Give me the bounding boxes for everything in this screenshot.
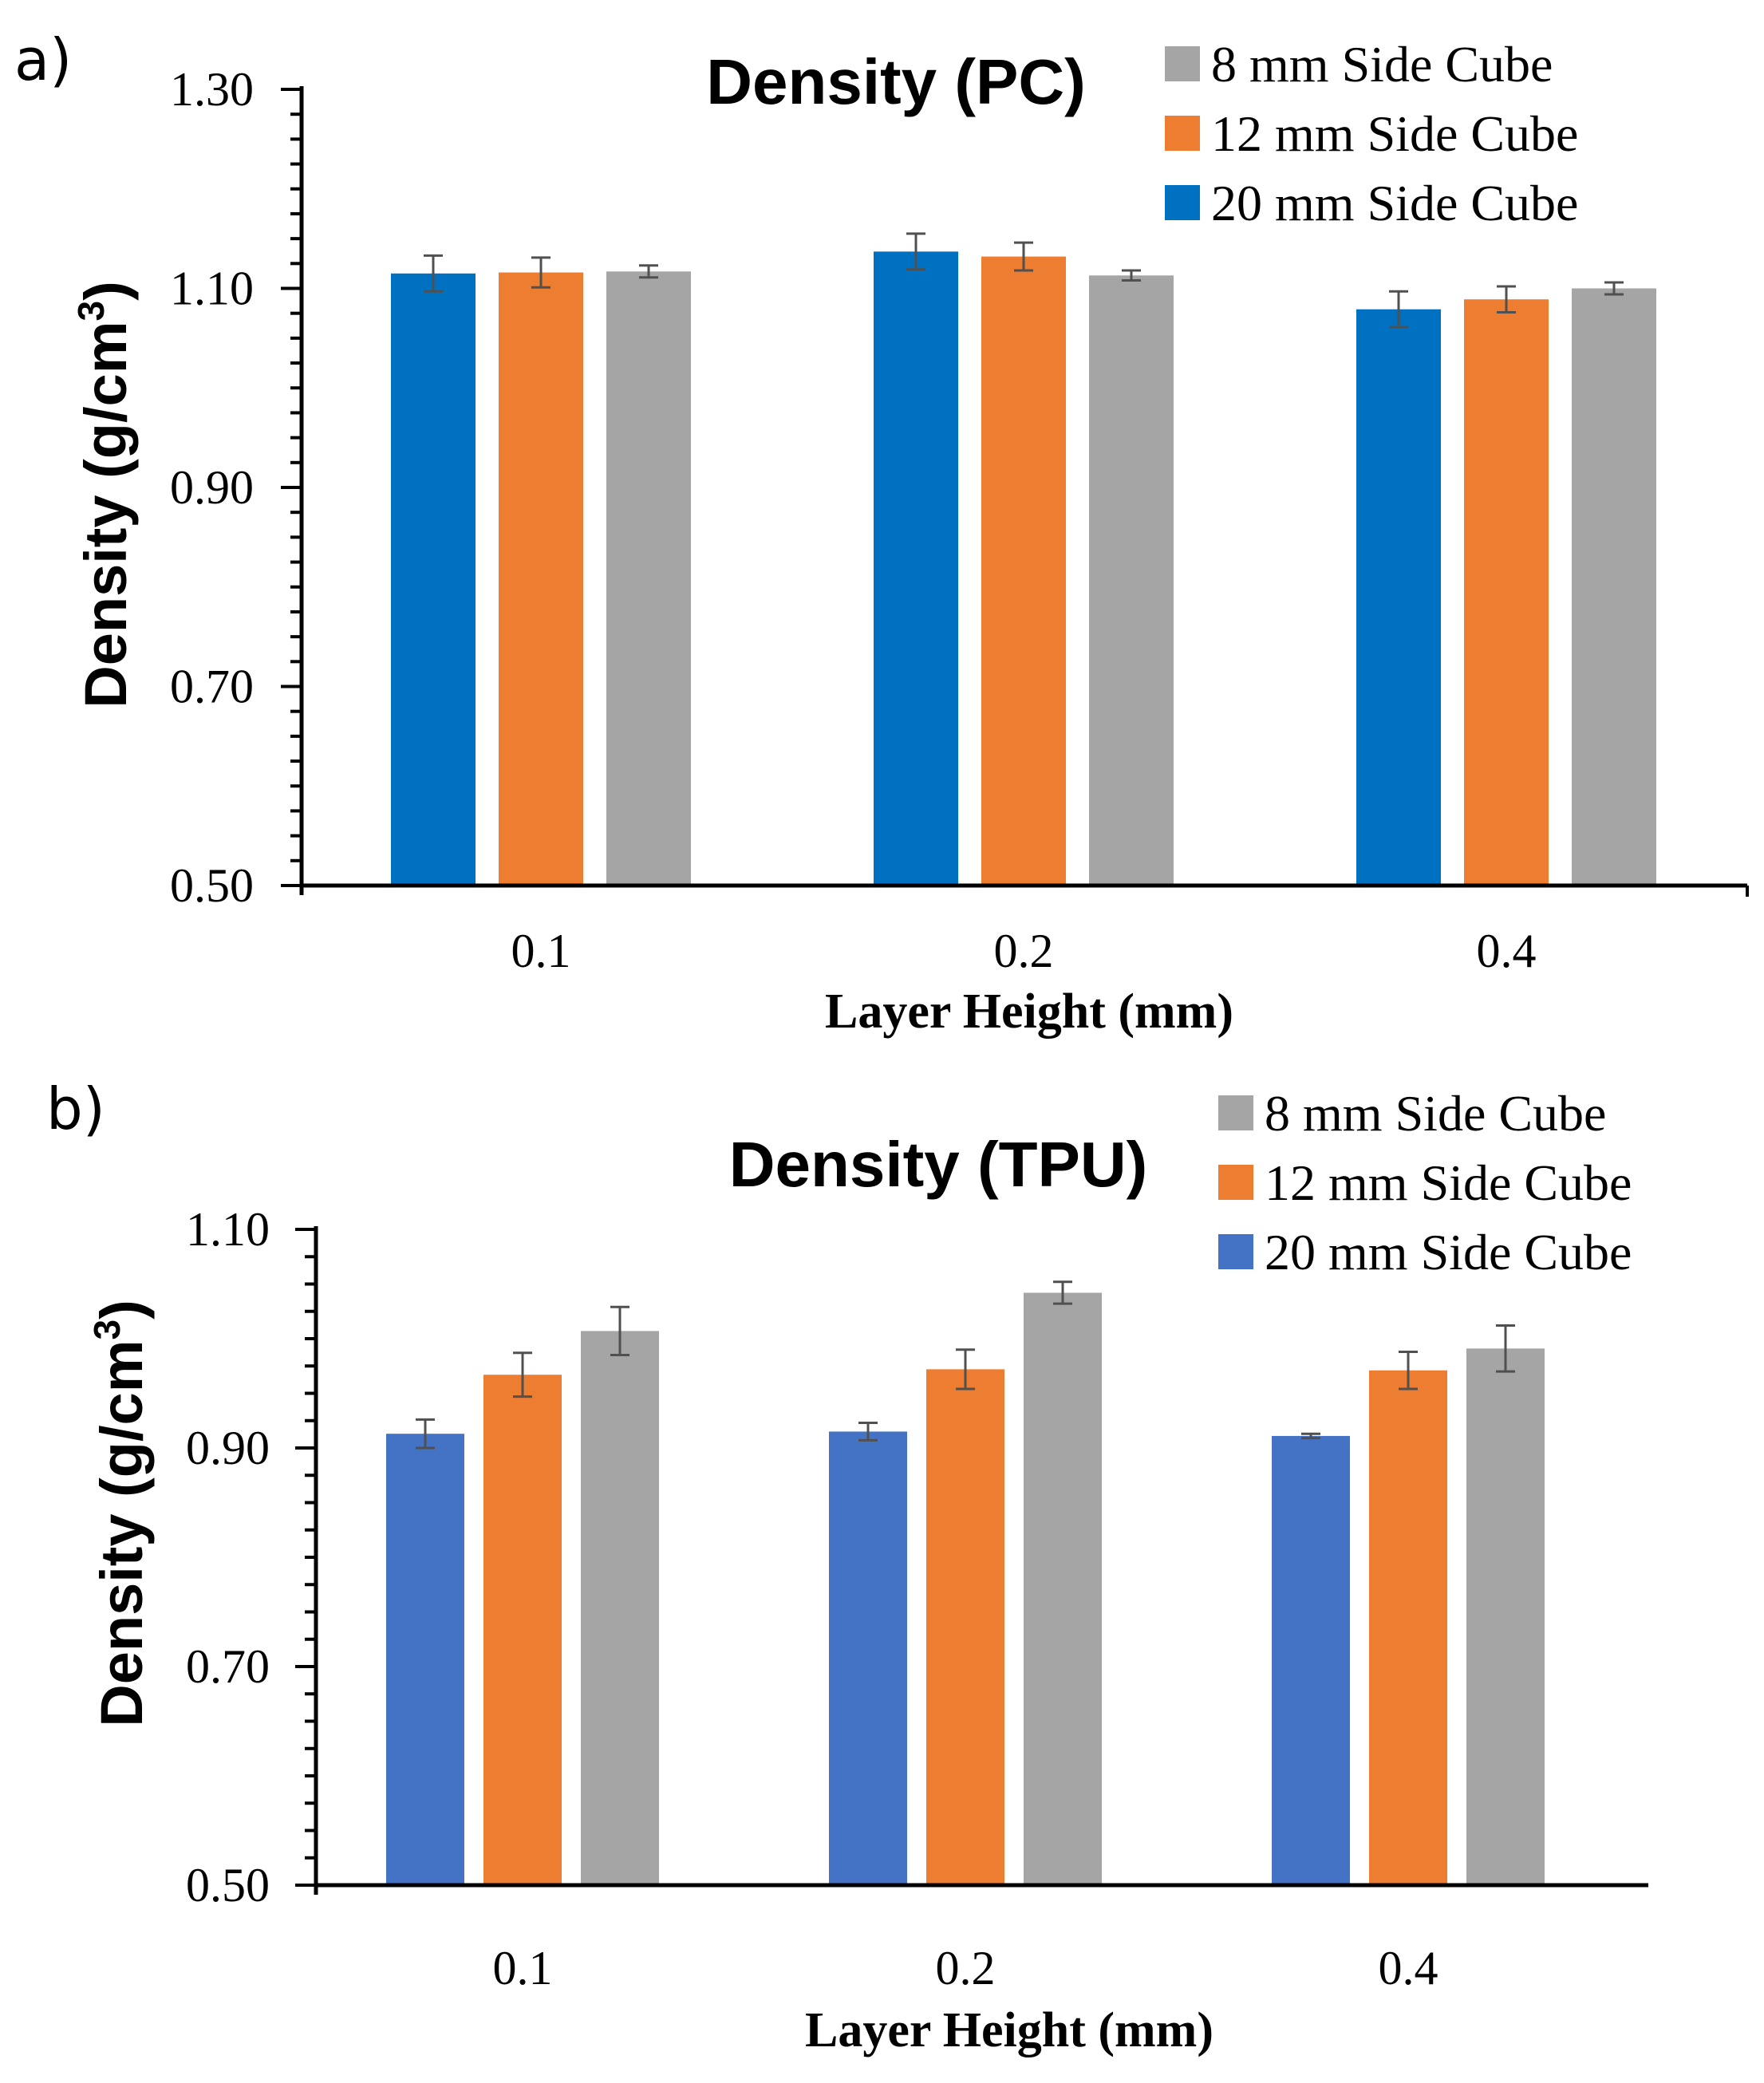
legend-swatch bbox=[1165, 185, 1200, 220]
x-categories-tpu: 0.1 0.2 0.4 bbox=[493, 1942, 1438, 1994]
bar-tpu-12mm-0.2 bbox=[926, 1369, 1004, 1885]
legend-swatch bbox=[1165, 116, 1200, 151]
bar-pc-12mm-0.4 bbox=[1464, 299, 1549, 886]
panel-label-b: b) bbox=[46, 1075, 105, 1142]
bar-pc-8mm-0.1 bbox=[606, 271, 691, 886]
bar-pc-20mm-0.4 bbox=[1356, 309, 1441, 886]
x-category-label: 0.4 bbox=[1379, 1942, 1438, 1994]
error-bar-pc-20mm-0.2 bbox=[906, 232, 925, 271]
bar-tpu-12mm-0.1 bbox=[483, 1375, 562, 1885]
y-tick-label: 0.50 bbox=[170, 859, 254, 912]
error-bar-pc-8mm-0.2 bbox=[1122, 269, 1141, 282]
legend-entry: 8 mm Side Cube bbox=[1265, 1085, 1606, 1142]
error-bar-tpu-12mm-0.1 bbox=[513, 1351, 532, 1399]
y-ticks-tpu: 0.50 0.70 0.90 1.10 bbox=[186, 1203, 316, 1911]
error-bars-tpu bbox=[416, 1280, 1515, 1450]
error-bar-pc-20mm-0.1 bbox=[424, 254, 443, 293]
error-bar-tpu-12mm-0.2 bbox=[956, 1348, 975, 1391]
error-bar-pc-8mm-0.4 bbox=[1604, 281, 1624, 296]
bar-pc-12mm-0.2 bbox=[981, 256, 1066, 886]
x-category-label: 0.1 bbox=[511, 925, 571, 977]
legend-entry: 20 mm Side Cube bbox=[1211, 175, 1578, 231]
chart-title-tpu: Density (TPU) bbox=[729, 1129, 1148, 1200]
y-tick-label: 1.30 bbox=[170, 63, 254, 116]
error-bar-tpu-12mm-0.4 bbox=[1399, 1350, 1418, 1391]
bars-tpu bbox=[386, 1292, 1545, 1885]
error-bar-tpu-20mm-0.1 bbox=[416, 1418, 435, 1450]
bar-tpu-12mm-0.4 bbox=[1369, 1370, 1447, 1885]
x-category-label: 0.2 bbox=[936, 1942, 996, 1994]
y-axis-label-pc: Density (g/cm3) bbox=[70, 281, 139, 708]
error-bar-pc-20mm-0.4 bbox=[1389, 290, 1408, 329]
bar-tpu-20mm-0.4 bbox=[1272, 1435, 1350, 1885]
x-categories-pc: 0.1 0.2 0.4 bbox=[511, 925, 1537, 977]
x-category-label: 0.4 bbox=[1477, 925, 1537, 977]
bar-pc-8mm-0.4 bbox=[1572, 288, 1656, 886]
bar-pc-8mm-0.2 bbox=[1089, 275, 1174, 886]
y-ticks-pc: 0.50 0.70 0.90 1.10 1.30 bbox=[170, 63, 302, 912]
chart-tpu-density: b) Density (TPU) 8 mm Side Cube 12 mm Sid… bbox=[46, 1075, 1648, 2057]
x-axis-label-pc: Layer Height (mm) bbox=[825, 984, 1233, 1039]
bar-pc-20mm-0.1 bbox=[391, 273, 476, 886]
bar-tpu-8mm-0.4 bbox=[1466, 1348, 1545, 1885]
x-axis-label-tpu: Layer Height (mm) bbox=[805, 2003, 1213, 2057]
error-bar-tpu-20mm-0.2 bbox=[858, 1421, 878, 1442]
y-tick-label: 1.10 bbox=[170, 262, 254, 315]
error-bars-pc bbox=[424, 232, 1624, 329]
bars-pc bbox=[391, 251, 1656, 886]
bar-pc-12mm-0.1 bbox=[499, 272, 583, 886]
legend-swatch bbox=[1165, 46, 1200, 81]
y-tick-label: 0.70 bbox=[186, 1640, 270, 1693]
error-bar-tpu-8mm-0.2 bbox=[1053, 1280, 1072, 1305]
error-bar-pc-12mm-0.2 bbox=[1014, 241, 1033, 272]
legend-entry: 8 mm Side Cube bbox=[1211, 36, 1553, 93]
error-bar-tpu-20mm-0.4 bbox=[1301, 1432, 1320, 1440]
bar-tpu-20mm-0.2 bbox=[829, 1431, 907, 1885]
panel-label-a: a) bbox=[14, 26, 72, 93]
y-axis-label-tpu: Density (g/cm3) bbox=[86, 1300, 155, 1726]
bar-pc-20mm-0.2 bbox=[874, 251, 958, 886]
chart-pc-density: a) Density (PC) 8 mm Side Cube 12 mm Side… bbox=[14, 26, 1749, 1039]
error-bar-pc-8mm-0.1 bbox=[639, 264, 658, 279]
x-category-label: 0.2 bbox=[994, 925, 1054, 977]
legend-entry: 20 mm Side Cube bbox=[1265, 1224, 1632, 1280]
y-tick-label: 0.50 bbox=[186, 1859, 270, 1911]
error-bar-pc-12mm-0.4 bbox=[1497, 285, 1516, 314]
y-tick-label: 0.90 bbox=[170, 461, 254, 514]
legend-swatch bbox=[1218, 1234, 1253, 1269]
legend-entry: 12 mm Side Cube bbox=[1265, 1154, 1632, 1211]
error-bar-tpu-8mm-0.4 bbox=[1496, 1324, 1515, 1373]
error-bar-tpu-8mm-0.1 bbox=[610, 1305, 629, 1357]
legend-swatch bbox=[1218, 1095, 1253, 1130]
y-tick-label: 1.10 bbox=[186, 1203, 270, 1256]
legend-pc: 8 mm Side Cube 12 mm Side Cube 20 mm Side … bbox=[1165, 36, 1578, 231]
legend-entry: 12 mm Side Cube bbox=[1211, 105, 1578, 162]
chart-title-pc: Density (PC) bbox=[706, 46, 1086, 117]
y-tick-label: 0.90 bbox=[186, 1422, 270, 1474]
bar-tpu-8mm-0.1 bbox=[581, 1331, 659, 1885]
legend-swatch bbox=[1218, 1165, 1253, 1200]
x-category-label: 0.1 bbox=[493, 1942, 553, 1994]
y-tick-label: 0.70 bbox=[170, 661, 254, 713]
legend-tpu: 8 mm Side Cube 12 mm Side Cube 20 mm Side … bbox=[1218, 1085, 1632, 1280]
bar-tpu-8mm-0.2 bbox=[1024, 1292, 1102, 1885]
bar-tpu-20mm-0.1 bbox=[386, 1434, 464, 1885]
error-bar-pc-12mm-0.1 bbox=[531, 256, 551, 289]
